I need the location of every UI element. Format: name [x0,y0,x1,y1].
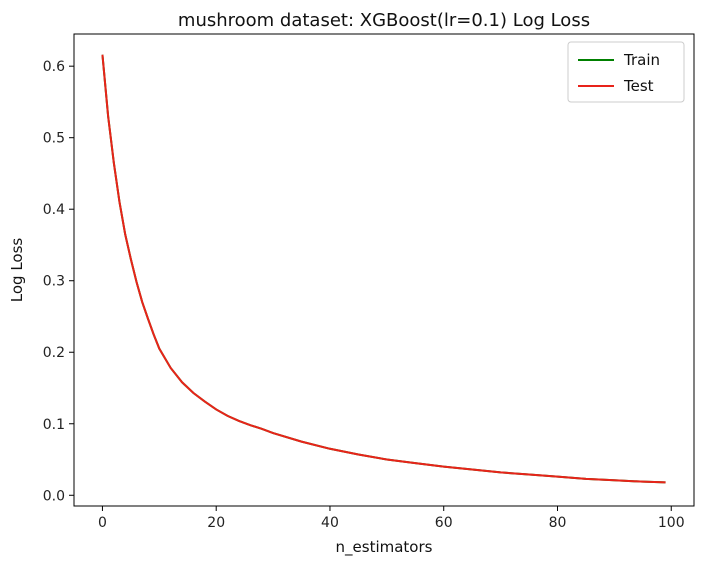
series-layer [101,54,666,484]
legend-label-train: Train [623,51,660,69]
legend: Train Test [567,41,685,103]
legend-label-test: Test [623,77,654,95]
y-tick-label: 0.0 [43,488,65,504]
x-tick-label: 40 [321,515,339,531]
x-tick-label: 80 [549,515,567,531]
y-tick-label: 0.3 [43,274,65,290]
chart-title: mushroom dataset: XGBoost(lr=0.1) Log Lo… [178,10,590,31]
y-tick-label: 0.1 [43,417,65,433]
y-tick-label: 0.6 [43,59,65,75]
x-tick-label: 100 [658,515,685,531]
plot-area [73,33,695,507]
y-axis-label: Log Loss [8,238,26,303]
y-tick-label: 0.5 [43,131,65,147]
y-tick-label: 0.4 [43,202,65,218]
ticks-layer: 0 20 40 60 80 100 0.0 0.1 0.2 0.3 0.4 0.5 0.6 [43,59,685,531]
y-tick-label: 0.2 [43,345,65,361]
x-tick-label: 20 [207,515,225,531]
x-tick-label: 60 [435,515,453,531]
x-tick-label: 0 [98,515,107,531]
x-axis-label: n_estimators [336,538,433,557]
series-line-test [101,54,666,484]
